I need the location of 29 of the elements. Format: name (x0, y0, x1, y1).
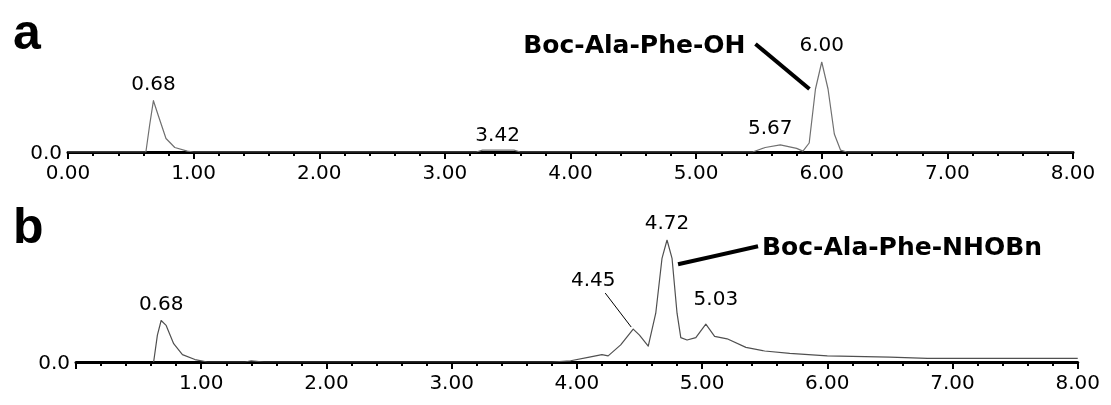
x-tick-label: 5.00 (679, 370, 725, 394)
x-tick-label: 2.00 (304, 370, 349, 394)
annotation: Boc-Ala-Phe-NHOBn (762, 231, 1043, 261)
chart-title: b (13, 198, 44, 254)
x-tick-label: 4.00 (548, 160, 593, 184)
x-tick-label: 5.00 (673, 160, 719, 184)
annotation: 4.72 (644, 210, 690, 234)
annotation: Boc-Ala-Phe-OH (523, 29, 746, 59)
x-tick-label: 3.00 (422, 160, 468, 184)
chart-title: a (13, 4, 42, 60)
text: 0.0 (38, 350, 70, 374)
x-tick-label: 6.00 (805, 370, 850, 394)
x-tick-label: 8.00 (1050, 160, 1096, 184)
annotation: 3.42 (475, 122, 520, 147)
annotation: 0.68 (131, 70, 176, 95)
x-tick-label: 1.00 (171, 160, 216, 184)
x-tick-label: 1.00 (178, 370, 224, 394)
x-tick-label: 3.00 (429, 370, 474, 394)
annotation: 5.67 (748, 114, 793, 139)
x-tick-label: 7.00 (930, 370, 975, 394)
annotation: 6.00 (799, 32, 845, 56)
x-tick-label: 8.00 (1055, 370, 1100, 394)
annotation: 0.68 (138, 290, 184, 315)
annotation: 5.03 (693, 286, 739, 311)
x-tick-label: 4.00 (554, 370, 600, 394)
annotation: 4.45 (570, 267, 616, 292)
x-tick-label: 2.00 (296, 160, 342, 184)
x-tick-label: 6.00 (799, 160, 845, 184)
x-tick-label: 7.00 (925, 160, 970, 184)
